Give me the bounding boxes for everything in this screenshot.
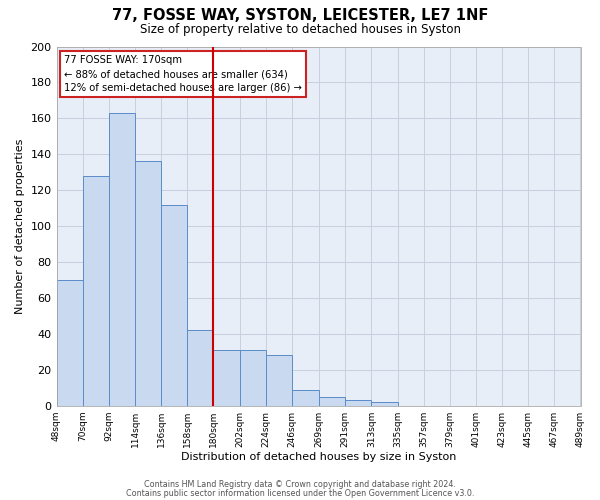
Bar <box>135 162 161 406</box>
Bar <box>371 402 398 406</box>
Bar <box>214 350 239 406</box>
Bar <box>292 390 319 406</box>
Bar <box>239 350 266 406</box>
Text: Contains HM Land Registry data © Crown copyright and database right 2024.: Contains HM Land Registry data © Crown c… <box>144 480 456 489</box>
Bar <box>187 330 214 406</box>
Bar <box>109 113 135 406</box>
Text: 77 FOSSE WAY: 170sqm
← 88% of detached houses are smaller (634)
12% of semi-deta: 77 FOSSE WAY: 170sqm ← 88% of detached h… <box>64 56 302 94</box>
Bar <box>345 400 371 406</box>
Bar <box>319 396 345 406</box>
Text: Size of property relative to detached houses in Syston: Size of property relative to detached ho… <box>139 22 461 36</box>
Bar <box>56 280 83 406</box>
Bar <box>266 356 292 406</box>
Y-axis label: Number of detached properties: Number of detached properties <box>15 138 25 314</box>
X-axis label: Distribution of detached houses by size in Syston: Distribution of detached houses by size … <box>181 452 456 462</box>
Text: 77, FOSSE WAY, SYSTON, LEICESTER, LE7 1NF: 77, FOSSE WAY, SYSTON, LEICESTER, LE7 1N… <box>112 8 488 22</box>
Text: Contains public sector information licensed under the Open Government Licence v3: Contains public sector information licen… <box>126 488 474 498</box>
Bar <box>161 204 187 406</box>
Bar <box>83 176 109 406</box>
